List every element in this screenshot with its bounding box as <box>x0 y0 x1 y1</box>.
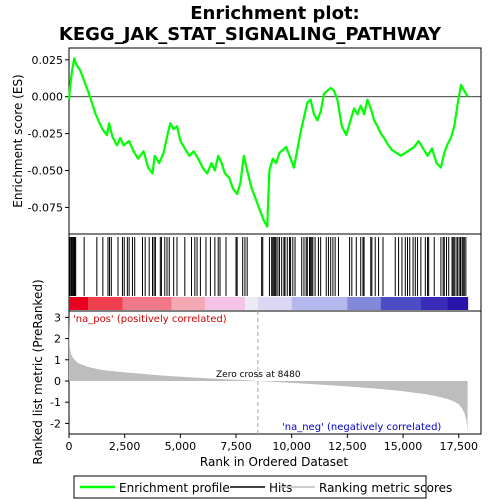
metric-xtick-label: 10,000 <box>272 440 311 453</box>
heatmap-segment <box>205 297 246 310</box>
metric-ytick-label: -1 <box>50 396 61 409</box>
metric-xtick-label: 7,500 <box>220 440 252 453</box>
title-line2: KEGG_JAK_STAT_SIGNALING_PATHWAY <box>59 24 442 45</box>
zero-cross-label: Zero cross at 8480 <box>216 370 301 380</box>
es-ylabel: Enrichment score (ES) <box>11 74 25 207</box>
metric-xtick-label: 12,500 <box>328 440 367 453</box>
heatmap-segment <box>258 297 292 310</box>
title-line1: Enrichment plot: <box>190 3 360 24</box>
heatmap-segment <box>88 297 123 310</box>
heatmap-segment <box>347 297 381 310</box>
na-pos-label: 'na_pos' (positively correlated) <box>73 314 227 325</box>
legend: Enrichment profile Hits Ranking metric s… <box>74 476 452 498</box>
metric-xtick-label: 15,000 <box>384 440 423 453</box>
legend-enrichment-label: Enrichment profile <box>119 481 230 495</box>
metric-xtick-label: 17,500 <box>439 440 478 453</box>
heatmap-segment <box>171 297 205 310</box>
es-ytick-label: 0.000 <box>32 91 64 104</box>
es-ytick-label: -0.075 <box>28 201 63 214</box>
es-ytick-label: -0.025 <box>28 128 63 141</box>
metric-ytick-label: 0 <box>54 375 61 388</box>
metric-xtick-label: 0 <box>66 440 73 453</box>
legend-metric-label: Ranking metric scores <box>319 481 452 495</box>
enrichment-score-panel: 0.025 0.000 -0.025 -0.050 -0.075 Enrichment … <box>11 48 481 234</box>
legend-hits-label: Hits <box>269 481 292 495</box>
metric-xlabel: Rank in Ordered Dataset <box>200 455 348 469</box>
metric-ytick-label: 1 <box>54 354 61 367</box>
es-ytick-label: 0.025 <box>32 54 64 67</box>
metric-ytick-label: 3 <box>54 311 61 324</box>
heatmap-segment <box>448 297 469 310</box>
metric-ylabel: Ranked list metric (PreRanked) <box>31 279 45 464</box>
heatmap-segment <box>245 297 258 310</box>
metric-xtick-label: 2,500 <box>109 440 141 453</box>
heatmap-segment <box>381 297 422 310</box>
heatmap-segment <box>69 297 88 310</box>
es-ytick-label: -0.050 <box>28 165 63 178</box>
hits-panel <box>69 234 481 311</box>
na-neg-label: 'na_neg' (negatively correlated) <box>282 422 441 433</box>
metric-ytick-label: 2 <box>54 333 61 346</box>
heatmap-segment <box>292 297 348 310</box>
metric-ytick-label: -2 <box>50 417 61 430</box>
metric-xtick-label: 5,000 <box>165 440 197 453</box>
heatmap-segment <box>122 297 171 310</box>
heatmap-segment <box>421 297 448 310</box>
